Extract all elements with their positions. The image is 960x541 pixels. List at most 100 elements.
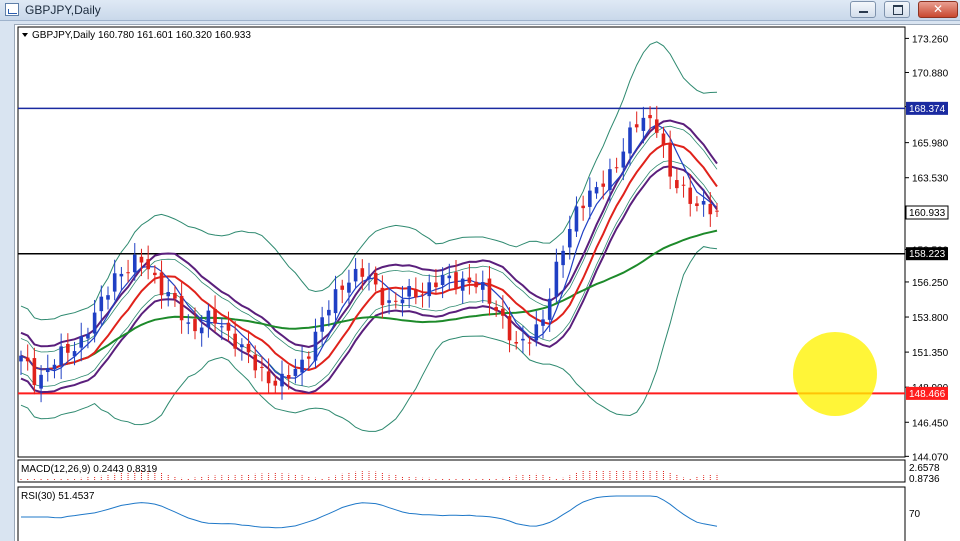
level-box-bottom — [906, 386, 948, 400]
candle-body — [467, 277, 472, 283]
candle-body — [494, 307, 498, 311]
candle-body — [59, 346, 63, 366]
moving-average-green — [20, 229, 718, 371]
candle-body — [266, 371, 271, 384]
candle-body — [340, 285, 345, 290]
candle-body — [112, 273, 117, 292]
candle-body — [507, 316, 512, 341]
level-box-resistance — [906, 101, 948, 115]
candle-body — [648, 115, 652, 119]
current-price-box — [905, 205, 949, 220]
candle-body — [534, 324, 539, 341]
close-button[interactable] — [918, 1, 958, 18]
rsi-label: RSI(30) 51.4537 — [21, 491, 95, 502]
minimize-button[interactable] — [850, 1, 876, 18]
candle-body — [567, 228, 572, 248]
candle-body — [219, 326, 224, 328]
candle-body — [253, 354, 258, 371]
price-tick-label: 151.350 — [912, 348, 949, 359]
level-label-bottom: 148.466 — [909, 389, 946, 400]
candle-body — [400, 299, 405, 304]
candle-body — [106, 295, 110, 300]
envelope-lower — [20, 165, 718, 394]
chart-canvas[interactable]: GBPJPY,Daily 160.780 161.601 160.320 160… — [15, 25, 960, 541]
candle-body — [480, 282, 485, 290]
candle-body — [675, 180, 679, 189]
candle-body — [373, 272, 378, 285]
macd-label: MACD(12,26,9) 0.2443 0.8319 — [21, 464, 158, 475]
candle-body — [608, 169, 612, 191]
candle-body — [153, 272, 157, 276]
candle-body — [420, 294, 425, 296]
macd-histogram — [20, 470, 718, 480]
chart-area[interactable]: GBPJPY,Daily 160.780 161.601 160.320 160… — [14, 24, 960, 541]
candle-body — [92, 312, 97, 334]
candle-body — [407, 286, 411, 297]
price-tick-label: 173.260 — [912, 34, 949, 45]
rsi-window-frame — [17, 486, 906, 541]
candle-body — [99, 296, 104, 312]
bollinger-lower-band — [20, 246, 718, 432]
candle-body — [561, 250, 565, 266]
maximize-button[interactable] — [884, 1, 910, 18]
candle-body — [380, 287, 385, 306]
moving-averages — [20, 119, 718, 394]
macd-axis-bottom: 0.8736 — [909, 474, 940, 485]
candle-body — [393, 300, 398, 302]
candle-body — [621, 151, 626, 168]
candle-body — [132, 254, 137, 273]
candle-body — [581, 205, 585, 209]
chart-menu-icon[interactable] — [22, 33, 28, 37]
candle-body — [634, 124, 639, 128]
chart-window-icon — [5, 3, 19, 16]
candle-body — [527, 342, 532, 344]
price-tick-label: 156.250 — [912, 278, 949, 289]
candle-body — [715, 210, 719, 212]
price-tick-label: 165.980 — [912, 139, 949, 150]
candle-body — [260, 366, 264, 368]
candle-body — [146, 259, 150, 270]
candle-body — [454, 272, 458, 289]
candle-body — [628, 127, 632, 154]
candle-body — [661, 133, 666, 146]
candle-body — [186, 322, 191, 324]
candle-body — [19, 355, 23, 362]
candle-body — [601, 183, 606, 187]
candle-body — [487, 278, 492, 304]
candle-body — [166, 292, 171, 297]
candle-body — [681, 184, 686, 186]
candle-body — [39, 374, 43, 389]
candle-body — [226, 322, 231, 331]
candle-body — [280, 373, 284, 387]
window-title: GBPJPY,Daily — [25, 3, 101, 17]
highlight-circle — [793, 332, 877, 416]
candle-body — [79, 336, 84, 348]
candle-body — [614, 167, 619, 169]
candle-body — [688, 187, 693, 204]
candle-body — [574, 206, 579, 232]
title-bar: GBPJPY,Daily — [0, 0, 960, 21]
candle-body — [547, 298, 552, 320]
candle-body — [501, 308, 505, 316]
candle-body — [541, 319, 545, 326]
level-label-resistance: 168.374 — [909, 104, 946, 115]
candle-body — [246, 343, 251, 353]
candle-body — [327, 309, 331, 316]
candle-body — [641, 117, 646, 131]
candle-body — [86, 334, 90, 339]
candle-body — [521, 338, 525, 341]
candle-body — [474, 281, 478, 288]
candle-body — [313, 331, 318, 361]
candle-body — [119, 273, 124, 277]
candle-body — [233, 333, 237, 349]
candle-body — [293, 369, 298, 376]
candle-body — [668, 143, 672, 177]
candle-body — [434, 282, 438, 288]
candle-body — [300, 359, 304, 373]
level-price-labels: 168.374 158.223 148.466 — [906, 101, 948, 400]
candle-body — [695, 203, 699, 207]
candle-body — [414, 289, 418, 298]
rsi-line — [21, 495, 718, 529]
candle-body — [306, 356, 311, 359]
candle-body — [320, 317, 324, 332]
